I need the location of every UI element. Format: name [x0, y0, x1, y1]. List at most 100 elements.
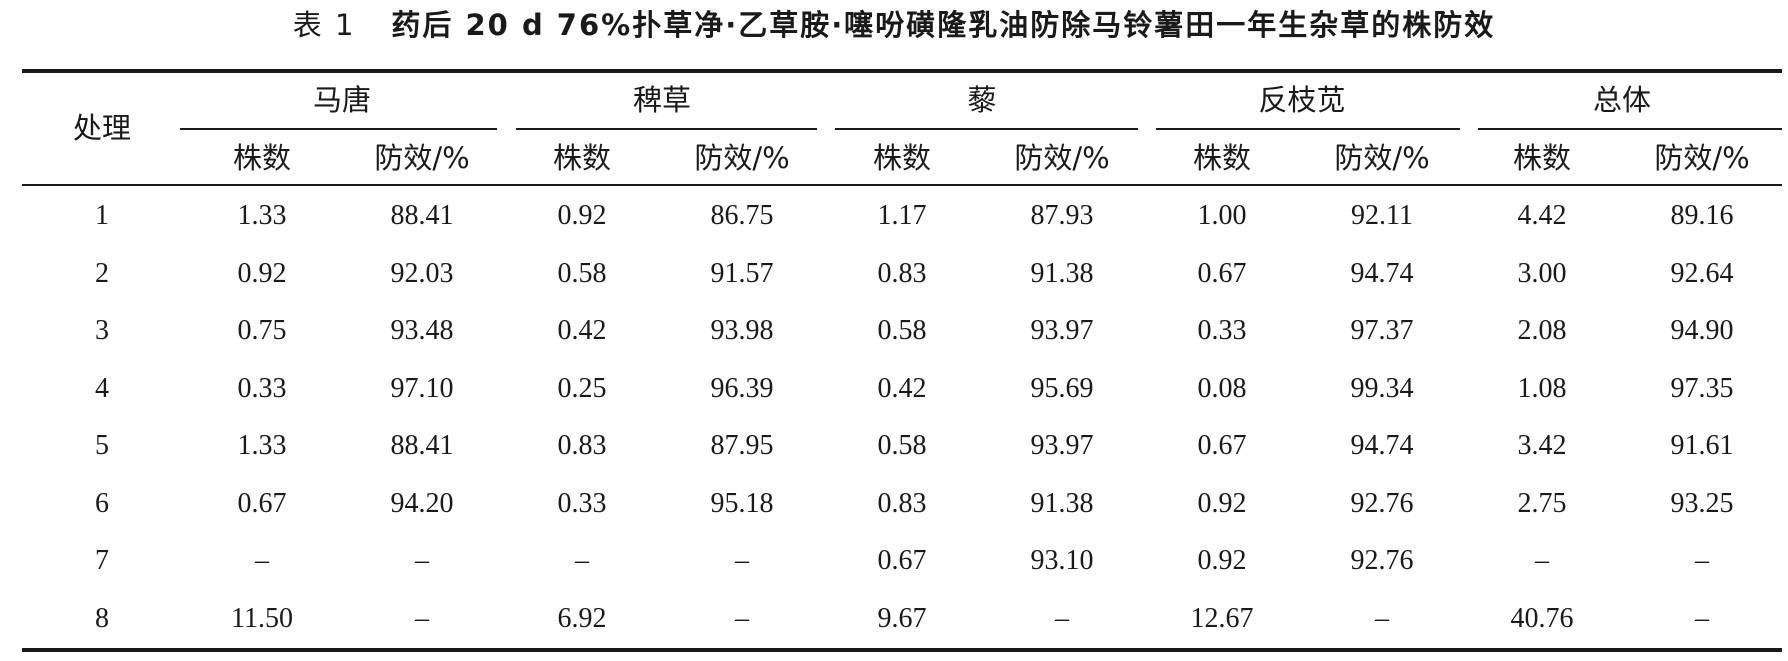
group-header: 藜: [967, 83, 997, 117]
table-cell: 93.97: [1030, 430, 1094, 461]
table-cell: 11.50: [231, 602, 293, 634]
table-cell: 1.33: [237, 430, 287, 461]
table-cell: 97.35: [1670, 372, 1734, 404]
table-cell: 95.18: [710, 487, 774, 519]
bottom-rule: [22, 648, 1782, 652]
table-cell: 93.10: [1030, 545, 1094, 576]
table-cell: 91.38: [1030, 487, 1094, 519]
group-header: 总体: [1592, 83, 1651, 117]
table-cell: 0.92: [237, 257, 287, 289]
top-rule: [22, 69, 1782, 73]
table-cell: 0.42: [877, 372, 927, 404]
table-cell: 9.67: [877, 602, 927, 634]
table-cell: 1.17: [877, 200, 927, 231]
table-cell: 94.74: [1350, 257, 1414, 289]
sub-header: 防效/%: [374, 141, 470, 175]
table-cell: 1.08: [1517, 372, 1567, 404]
row-id-cell: 2: [95, 257, 109, 289]
table-cell: –: [1375, 602, 1389, 634]
row-id-cell: 6: [95, 487, 109, 519]
table-cell: 94.20: [390, 487, 454, 519]
group-header-rule: [1156, 128, 1460, 130]
group-header: 反枝苋: [1258, 83, 1346, 117]
header-rule: [22, 184, 1782, 186]
table-cell: –: [1055, 602, 1069, 634]
sub-header: 防效/%: [1654, 141, 1750, 175]
sub-header: 防效/%: [1014, 141, 1110, 175]
table-cell: 88.41: [390, 430, 454, 461]
caption-text: 药后 20 d 76%扑草净·乙草胺·噻吩磺隆乳油防除马铃薯田一年生杂草的株防效: [391, 8, 1496, 42]
table-cell: 0.92: [557, 200, 607, 231]
table-cell: 0.92: [1197, 487, 1247, 519]
table-cell: 0.58: [557, 257, 607, 289]
table-cell: 92.76: [1350, 545, 1414, 576]
table-cell: 0.42: [557, 315, 607, 346]
group-header: 马唐: [312, 83, 371, 117]
table-cell: 92.76: [1350, 487, 1414, 519]
table-cell: 0.67: [877, 545, 927, 576]
row-id-cell: 5: [95, 430, 109, 461]
table-cell: 91.57: [710, 257, 774, 289]
table-cell: 93.97: [1030, 315, 1094, 346]
table-cell: 0.83: [557, 430, 607, 461]
table-cell: 87.95: [710, 430, 774, 461]
table-cell: 94.74: [1350, 430, 1414, 461]
table-caption: 表 1 药后 20 d 76%扑草净·乙草胺·噻吩磺隆乳油防除马铃薯田一年生杂草的…: [0, 0, 1788, 58]
table-cell: 92.64: [1670, 257, 1734, 289]
table-cell: 91.61: [1670, 430, 1734, 461]
table-cell: 99.34: [1350, 372, 1414, 404]
table-cell: 97.10: [390, 372, 454, 404]
row-id-cell: 8: [95, 602, 109, 634]
table-cell: 92.11: [1351, 200, 1413, 231]
sub-header: 株数: [1192, 141, 1251, 175]
table-cell: 91.38: [1030, 257, 1094, 289]
table-cell: 0.67: [1197, 257, 1247, 289]
row-id-cell: 7: [95, 545, 109, 576]
table-cell: –: [575, 545, 589, 576]
table-cell: –: [735, 545, 749, 576]
table-cell: 12.67: [1190, 602, 1254, 634]
row-header-cell: 处理: [72, 111, 131, 145]
table-cell: 94.90: [1670, 315, 1734, 346]
table-cell: 0.92: [1197, 545, 1247, 576]
sub-header: 株数: [872, 141, 931, 175]
table-cell: 0.33: [557, 487, 607, 519]
group-header-rule: [835, 128, 1138, 130]
table-cell: 2.75: [1517, 487, 1567, 519]
table-cell: 2.08: [1517, 315, 1567, 346]
group-header-rule: [516, 128, 817, 130]
table-cell: 87.93: [1030, 200, 1094, 231]
table-cell: –: [1535, 545, 1549, 576]
sub-header: 株数: [1512, 141, 1571, 175]
caption-label: 表 1: [292, 8, 356, 42]
table-cell: 3.42: [1517, 430, 1567, 461]
table-cell: 1.00: [1197, 200, 1247, 231]
table-cell: 40.76: [1510, 602, 1574, 634]
table-cell: 0.67: [237, 487, 287, 519]
table-cell: –: [415, 545, 429, 576]
row-id-cell: 3: [95, 315, 109, 346]
sub-header: 株数: [232, 141, 291, 175]
sub-header: 防效/%: [694, 141, 790, 175]
table-cell: 1.33: [237, 200, 287, 231]
table-cell: 88.41: [390, 200, 454, 231]
table-cell: 0.58: [877, 430, 927, 461]
table-cell: 93.98: [710, 315, 774, 346]
table-cell: –: [255, 545, 269, 576]
table-cell: 93.48: [390, 315, 454, 346]
table-cell: 96.39: [710, 372, 774, 404]
table-cell: 0.33: [237, 372, 287, 404]
table-cell: 0.58: [877, 315, 927, 346]
row-id-cell: 1: [95, 200, 109, 231]
table-cell: –: [735, 602, 749, 634]
table-cell: 4.42: [1517, 200, 1567, 231]
table-cell: –: [415, 602, 429, 634]
table-cell: 0.75: [237, 315, 287, 346]
table-cell: 0.33: [1197, 315, 1247, 346]
table-cell: –: [1695, 602, 1709, 634]
table-cell: 86.75: [710, 200, 774, 231]
table-cell: 92.03: [390, 257, 454, 289]
group-header: 稗草: [632, 83, 691, 117]
group-header-rule: [180, 128, 497, 130]
table-cell: 3.00: [1517, 257, 1567, 289]
